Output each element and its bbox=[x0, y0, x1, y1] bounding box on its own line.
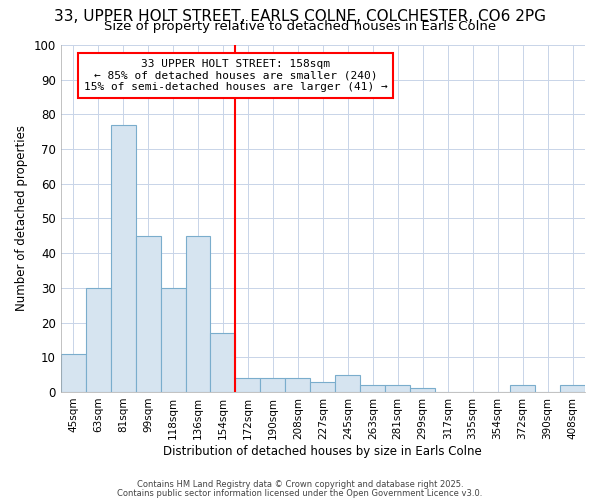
Bar bbox=[185, 236, 211, 392]
X-axis label: Distribution of detached houses by size in Earls Colne: Distribution of detached houses by size … bbox=[163, 444, 482, 458]
Bar bbox=[136, 236, 161, 392]
Text: 33 UPPER HOLT STREET: 158sqm
← 85% of detached houses are smaller (240)
15% of s: 33 UPPER HOLT STREET: 158sqm ← 85% of de… bbox=[83, 59, 388, 92]
Bar bbox=[211, 333, 235, 392]
Text: Contains HM Land Registry data © Crown copyright and database right 2025.: Contains HM Land Registry data © Crown c… bbox=[137, 480, 463, 489]
Bar bbox=[61, 354, 86, 392]
Bar bbox=[335, 374, 360, 392]
Text: 33, UPPER HOLT STREET, EARLS COLNE, COLCHESTER, CO6 2PG: 33, UPPER HOLT STREET, EARLS COLNE, COLC… bbox=[54, 9, 546, 24]
Text: Size of property relative to detached houses in Earls Colne: Size of property relative to detached ho… bbox=[104, 20, 496, 33]
Y-axis label: Number of detached properties: Number of detached properties bbox=[15, 126, 28, 312]
Bar bbox=[286, 378, 310, 392]
Text: Contains public sector information licensed under the Open Government Licence v3: Contains public sector information licen… bbox=[118, 488, 482, 498]
Bar bbox=[235, 378, 260, 392]
Bar bbox=[161, 288, 185, 392]
Bar bbox=[360, 385, 385, 392]
Bar bbox=[260, 378, 286, 392]
Bar bbox=[385, 385, 410, 392]
Bar bbox=[86, 288, 110, 392]
Bar bbox=[310, 382, 335, 392]
Bar bbox=[110, 125, 136, 392]
Bar bbox=[410, 388, 435, 392]
Bar bbox=[560, 385, 585, 392]
Bar bbox=[510, 385, 535, 392]
